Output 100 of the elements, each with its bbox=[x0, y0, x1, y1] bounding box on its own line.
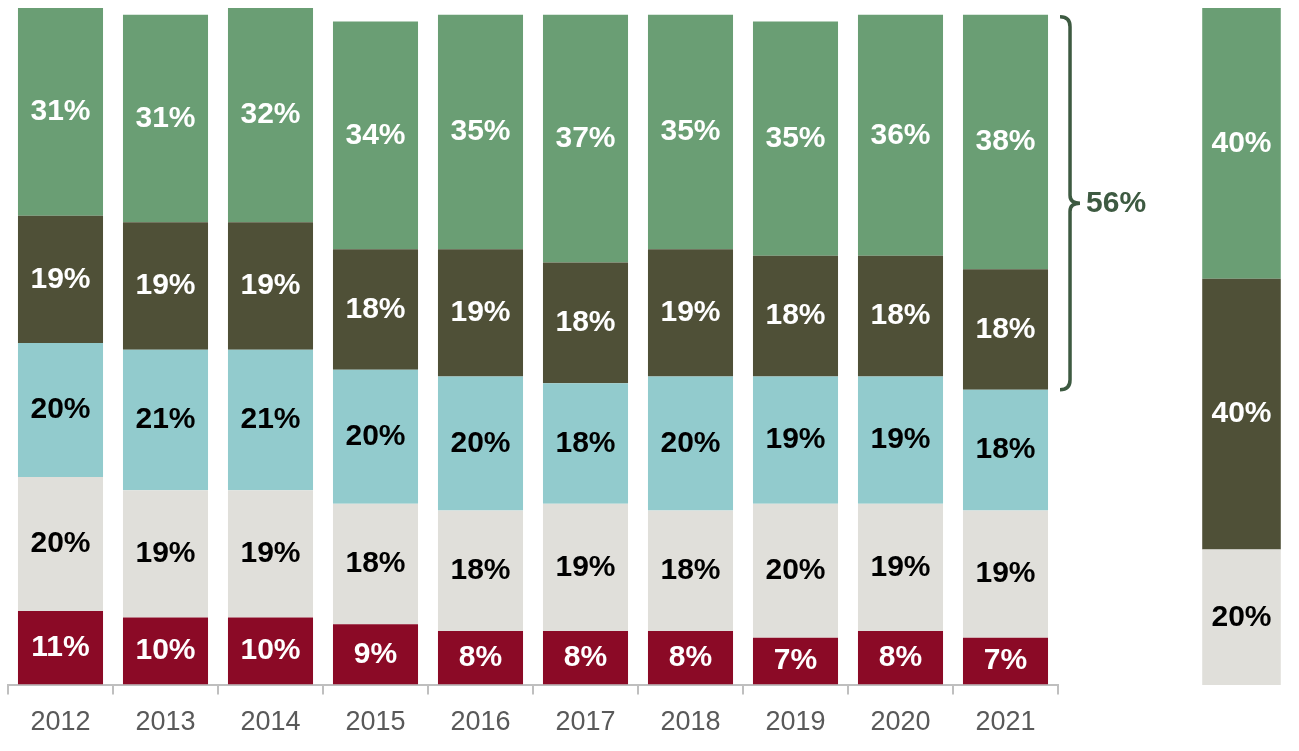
data-label: 19% bbox=[555, 548, 616, 582]
x-tick-label: 2019 bbox=[765, 706, 826, 737]
data-label: 19% bbox=[870, 548, 931, 582]
data-label: 20% bbox=[1211, 598, 1272, 632]
data-label: 35% bbox=[660, 113, 721, 147]
bar bbox=[962, 269, 1049, 390]
data-label: 20% bbox=[660, 424, 721, 458]
data-label: 8% bbox=[878, 639, 923, 673]
bar bbox=[437, 14, 524, 250]
bar bbox=[752, 21, 839, 256]
bar bbox=[332, 21, 419, 250]
data-label: 36% bbox=[870, 116, 931, 150]
bar bbox=[227, 222, 314, 350]
data-label: 8% bbox=[668, 639, 713, 673]
data-label: 34% bbox=[345, 116, 406, 150]
data-label: 19% bbox=[870, 421, 931, 455]
data-label: 21% bbox=[135, 401, 196, 435]
bar bbox=[752, 376, 839, 504]
text: 56% bbox=[1086, 184, 1147, 218]
data-label: 18% bbox=[765, 297, 826, 331]
bar bbox=[122, 14, 209, 223]
data-label: 19% bbox=[660, 294, 721, 328]
data-label: 11% bbox=[31, 629, 90, 663]
x-tick-label: 2016 bbox=[450, 706, 511, 737]
data-label: 35% bbox=[765, 119, 826, 153]
data-label: 18% bbox=[975, 431, 1036, 465]
bar bbox=[857, 376, 944, 504]
data-label: 20% bbox=[30, 525, 91, 559]
bar bbox=[752, 503, 839, 638]
bar bbox=[542, 503, 629, 632]
data-label: 10% bbox=[135, 632, 196, 666]
bar bbox=[857, 255, 944, 377]
x-tick-label: 2020 bbox=[870, 706, 931, 737]
data-label: 18% bbox=[555, 304, 616, 338]
data-label: 7% bbox=[773, 642, 818, 676]
data-label: 18% bbox=[975, 310, 1036, 344]
data-label: 40% bbox=[1211, 124, 1272, 158]
data-label: 18% bbox=[450, 551, 511, 585]
bar bbox=[437, 376, 524, 511]
bar bbox=[752, 255, 839, 377]
data-label: 20% bbox=[765, 551, 826, 585]
x-tick-label: 2015 bbox=[345, 706, 406, 737]
data-label: 40% bbox=[1211, 395, 1272, 429]
bar bbox=[647, 14, 734, 250]
bar bbox=[122, 222, 209, 350]
x-tick-label: 2021 bbox=[975, 706, 1036, 737]
bar bbox=[17, 476, 104, 611]
data-label: 19% bbox=[30, 260, 91, 294]
data-label: 20% bbox=[450, 424, 511, 458]
data-label: 19% bbox=[135, 267, 196, 301]
bar bbox=[437, 510, 524, 632]
data-label: 31% bbox=[30, 93, 91, 127]
data-label: 21% bbox=[240, 401, 301, 435]
bar bbox=[227, 349, 314, 491]
data-label: 31% bbox=[135, 99, 196, 133]
data-label: 19% bbox=[240, 267, 301, 301]
bar bbox=[542, 383, 629, 504]
data-label: 18% bbox=[345, 545, 406, 579]
bar bbox=[962, 14, 1049, 270]
data-label: 20% bbox=[345, 418, 406, 451]
bar bbox=[17, 215, 104, 343]
data-label: 8% bbox=[563, 639, 608, 673]
bar bbox=[227, 8, 314, 223]
bar bbox=[857, 14, 944, 256]
data-label: 7% bbox=[983, 642, 1028, 676]
data-label: 35% bbox=[450, 113, 511, 147]
bar bbox=[332, 503, 419, 625]
data-label: 19% bbox=[975, 555, 1036, 589]
data-label: 8% bbox=[458, 639, 503, 673]
data-label: 38% bbox=[975, 123, 1036, 157]
x-tick-label: 2014 bbox=[240, 706, 301, 737]
x-tick-label: 2012 bbox=[30, 706, 91, 737]
x-tick-label: 2018 bbox=[660, 706, 721, 737]
bar bbox=[227, 490, 314, 618]
bar bbox=[542, 262, 629, 384]
bar bbox=[962, 510, 1049, 638]
bar bbox=[542, 14, 629, 263]
data-label: 18% bbox=[870, 297, 931, 331]
bar bbox=[647, 510, 734, 632]
data-label: 18% bbox=[555, 424, 616, 458]
bar bbox=[17, 8, 104, 216]
bar bbox=[332, 249, 419, 370]
bar bbox=[857, 503, 944, 632]
bar bbox=[647, 249, 734, 377]
data-label: 20% bbox=[30, 391, 91, 425]
bar bbox=[122, 490, 209, 618]
bar bbox=[647, 376, 734, 511]
bar bbox=[437, 249, 524, 377]
data-label: 18% bbox=[660, 551, 721, 585]
bar bbox=[17, 342, 104, 477]
bar bbox=[122, 349, 209, 491]
bar bbox=[962, 389, 1049, 511]
bar bbox=[332, 369, 419, 504]
x-tick-label: 2013 bbox=[135, 706, 196, 737]
data-label: 37% bbox=[555, 119, 616, 153]
data-label: 19% bbox=[135, 535, 196, 569]
data-label: 9% bbox=[353, 635, 398, 669]
data-label: 18% bbox=[345, 290, 406, 324]
x-tick-label: 2017 bbox=[555, 706, 616, 737]
data-label: 19% bbox=[450, 294, 511, 328]
